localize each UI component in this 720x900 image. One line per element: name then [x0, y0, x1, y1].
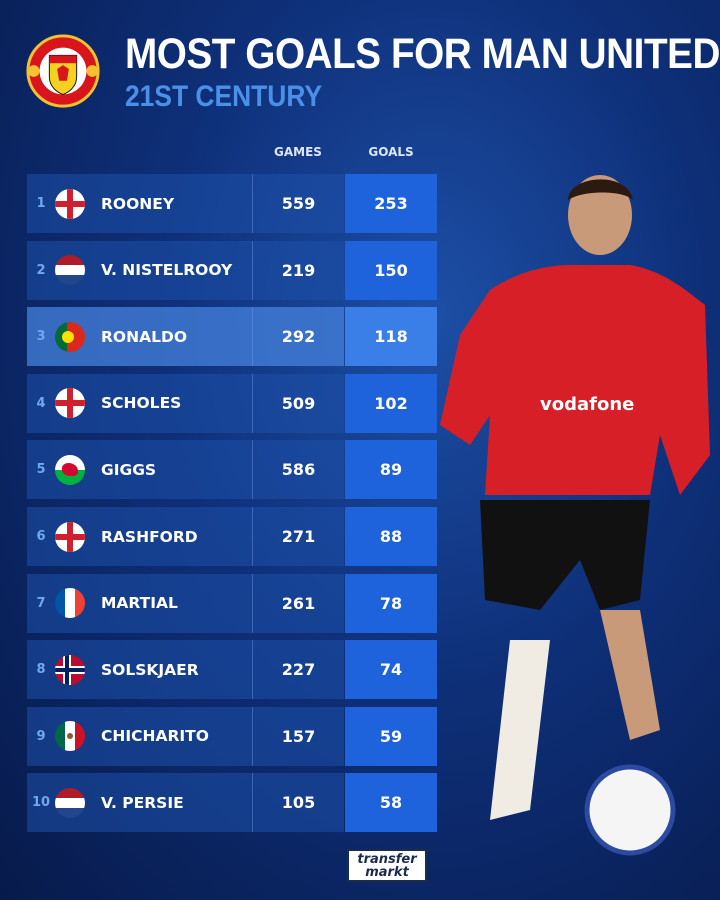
games-value: 219: [252, 240, 344, 300]
england-flag-icon: [55, 521, 85, 552]
player-cell: 2 V. NISTELROOY: [27, 240, 252, 300]
brand-line2: markt: [365, 865, 409, 880]
brand-line1: transfer: [357, 852, 417, 867]
table-row: 5 GIGGS 586 89: [27, 440, 437, 500]
table-row: 4 SCHOLES 509 102: [27, 373, 437, 433]
rank: 10: [31, 795, 51, 811]
player-cell: 8 SOLSKJAER: [27, 640, 252, 700]
player-name: CHICHARITO: [101, 727, 209, 746]
rank: 5: [36, 462, 46, 478]
page-title: MOST GOALS FOR MAN UNITED: [125, 30, 720, 78]
player-photo: vodafone: [440, 175, 710, 856]
portugal-flag-icon: [55, 321, 85, 352]
norway-flag-icon: [55, 654, 85, 685]
goals-value: 89: [345, 440, 437, 500]
player-name: RONALDO: [101, 327, 187, 346]
rank: 8: [36, 662, 46, 678]
player-cell: 1 ROONEY: [27, 174, 252, 233]
mexico-flag-icon: [55, 721, 85, 752]
goals-value: 58: [345, 773, 437, 833]
netherlands-flag-icon: [55, 255, 85, 286]
goals-value: 102: [345, 373, 437, 433]
player-name: V. NISTELROOY: [101, 261, 233, 280]
england-flag-icon: [55, 388, 85, 419]
player-name: GIGGS: [101, 460, 157, 479]
table-row: 10 V. PERSIE 105 58: [27, 773, 437, 833]
svg-text:vodafone: vodafone: [540, 394, 634, 415]
table-row: 7 MARTIAL 261 78: [27, 573, 437, 633]
manchester-united-crest: [26, 34, 100, 108]
goals-value: 78: [345, 573, 437, 633]
games-value: 271: [252, 507, 344, 566]
player-cell: 4 SCHOLES: [27, 373, 252, 433]
rank: 2: [36, 262, 46, 278]
rank: 9: [36, 728, 46, 744]
player-name: MARTIAL: [101, 594, 178, 613]
games-value: 105: [252, 773, 344, 833]
player-cell: 9 CHICHARITO: [27, 706, 252, 766]
player-name: SCHOLES: [101, 394, 182, 413]
goals-value: 59: [345, 706, 437, 766]
games-value: 509: [252, 373, 344, 433]
rank: 3: [36, 329, 46, 345]
games-value: 227: [252, 640, 344, 700]
england-flag-icon: [55, 188, 85, 219]
rank: 1: [36, 196, 46, 211]
player-cell: 5 GIGGS: [27, 440, 252, 500]
player-cell: 6 RASHFORD: [27, 507, 252, 566]
player-name: V. PERSIE: [101, 793, 184, 812]
france-flag-icon: [55, 588, 85, 619]
netherlands-flag-icon: [55, 787, 85, 818]
player-name: SOLSKJAER: [101, 660, 199, 679]
column-header-goals: GOALS: [368, 145, 414, 159]
goals-value: 118: [345, 307, 437, 367]
player-cell: 3 RONALDO: [27, 307, 252, 367]
goals-value: 150: [345, 240, 437, 300]
goals-value: 253: [345, 174, 437, 233]
table-row: 2 V. NISTELROOY 219 150: [27, 240, 437, 300]
games-value: 261: [252, 573, 344, 633]
goals-value: 74: [345, 640, 437, 700]
goals-value: 88: [345, 507, 437, 566]
player-name: ROONEY: [101, 194, 175, 213]
table-row: 8 SOLSKJAER 227 74: [27, 640, 437, 700]
page-subtitle: 21ST CENTURY: [125, 80, 323, 113]
table-row: 3 RONALDO 292 118: [27, 307, 437, 367]
games-value: 292: [252, 307, 344, 367]
rank: 6: [36, 529, 46, 544]
rank: 4: [36, 395, 46, 411]
games-value: 586: [252, 440, 344, 500]
player-cell: 7 MARTIAL: [27, 573, 252, 633]
table-row: 9 CHICHARITO 157 59: [27, 706, 437, 766]
player-cell: 10 V. PERSIE: [27, 773, 252, 833]
games-value: 157: [252, 706, 344, 766]
column-header-games: GAMES: [274, 145, 322, 159]
wales-flag-icon: [55, 454, 85, 485]
games-value: 559: [252, 174, 344, 233]
table-row: 6 RASHFORD 271 88: [27, 507, 437, 566]
table-row: 1 ROONEY 559 253: [27, 174, 437, 233]
rank: 7: [36, 595, 46, 611]
player-name: RASHFORD: [101, 527, 198, 546]
transfermarkt-logo: transfer markt: [347, 849, 427, 882]
